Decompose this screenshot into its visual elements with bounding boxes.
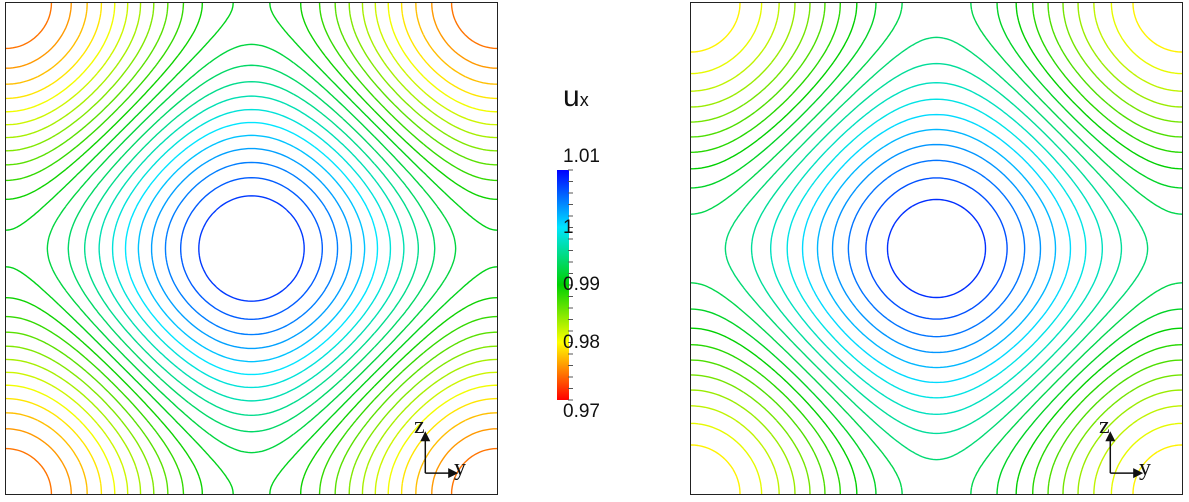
contour-line xyxy=(6,3,497,494)
contour-line xyxy=(831,143,1042,354)
contour-line xyxy=(691,3,1182,494)
contour-plot-left xyxy=(6,3,497,494)
contour-line xyxy=(6,3,497,494)
contour-line xyxy=(6,3,497,494)
contour-line xyxy=(164,161,339,336)
contour-panel-left: z y xyxy=(5,2,498,495)
axis-indicator-arrows xyxy=(420,431,459,479)
contour-line xyxy=(691,3,1182,494)
contour-line xyxy=(691,3,1182,494)
contour-line xyxy=(6,3,497,494)
contour-line xyxy=(6,3,497,494)
contour-line xyxy=(691,3,1182,494)
contour-line xyxy=(46,43,457,454)
contour-line xyxy=(6,3,497,494)
contour-line xyxy=(124,121,379,376)
colorbar: ux 1.01 1 0.99 0.98 0.97 xyxy=(545,80,665,430)
contour-line xyxy=(691,3,1182,494)
contour-line xyxy=(691,3,1182,494)
colorbar-tick-label: 0.98 xyxy=(563,331,600,353)
contour-line xyxy=(6,3,497,494)
contour-line xyxy=(6,3,497,494)
contour-line xyxy=(691,3,1182,494)
contour-line xyxy=(137,134,366,363)
contour-panel-right: z y xyxy=(690,2,1183,495)
contour-line xyxy=(816,128,1057,369)
contour-line xyxy=(6,3,497,494)
contour-line xyxy=(724,36,1149,461)
contour-line xyxy=(865,177,1008,320)
colorbar-tick-label: 1 xyxy=(563,216,574,238)
contour-line xyxy=(750,62,1123,435)
contour-line xyxy=(98,95,405,402)
colorbar-tick-label: 0.99 xyxy=(563,274,600,295)
axis-label-z-left: z xyxy=(414,413,425,439)
contour-line xyxy=(67,64,436,433)
contour-line xyxy=(691,3,1182,494)
contour-line xyxy=(111,108,392,389)
colorbar-tick-label: 0.97 xyxy=(563,401,600,422)
contour-line xyxy=(198,195,305,302)
contour-line xyxy=(6,3,497,494)
axis-indicator-arrows xyxy=(1105,431,1144,479)
contour-line xyxy=(150,147,353,350)
contour-line xyxy=(886,198,987,299)
axis-label-y-right: y xyxy=(1139,455,1151,481)
contour-line xyxy=(786,98,1087,399)
axis-label-y-left: y xyxy=(454,455,466,481)
contour-line xyxy=(6,3,497,494)
colorbar-gradient-bar xyxy=(557,169,573,401)
contour-line xyxy=(6,3,497,494)
colorbar-rect xyxy=(557,170,569,400)
contour-line xyxy=(179,176,324,321)
colorbar-title-sub: x xyxy=(579,90,589,110)
contour-line xyxy=(847,159,1026,338)
contour-line xyxy=(691,3,1182,494)
axis-label-z-right: z xyxy=(1099,413,1110,439)
colorbar-title-main: u xyxy=(563,80,580,113)
contour-line xyxy=(691,3,1182,494)
contour-line xyxy=(83,80,420,417)
contour-plot-right xyxy=(691,3,1182,494)
colorbar-tick-label: 1.01 xyxy=(563,146,600,167)
colorbar-title: ux xyxy=(563,80,589,114)
contour-line xyxy=(769,81,1104,416)
contour-line xyxy=(801,113,1072,384)
